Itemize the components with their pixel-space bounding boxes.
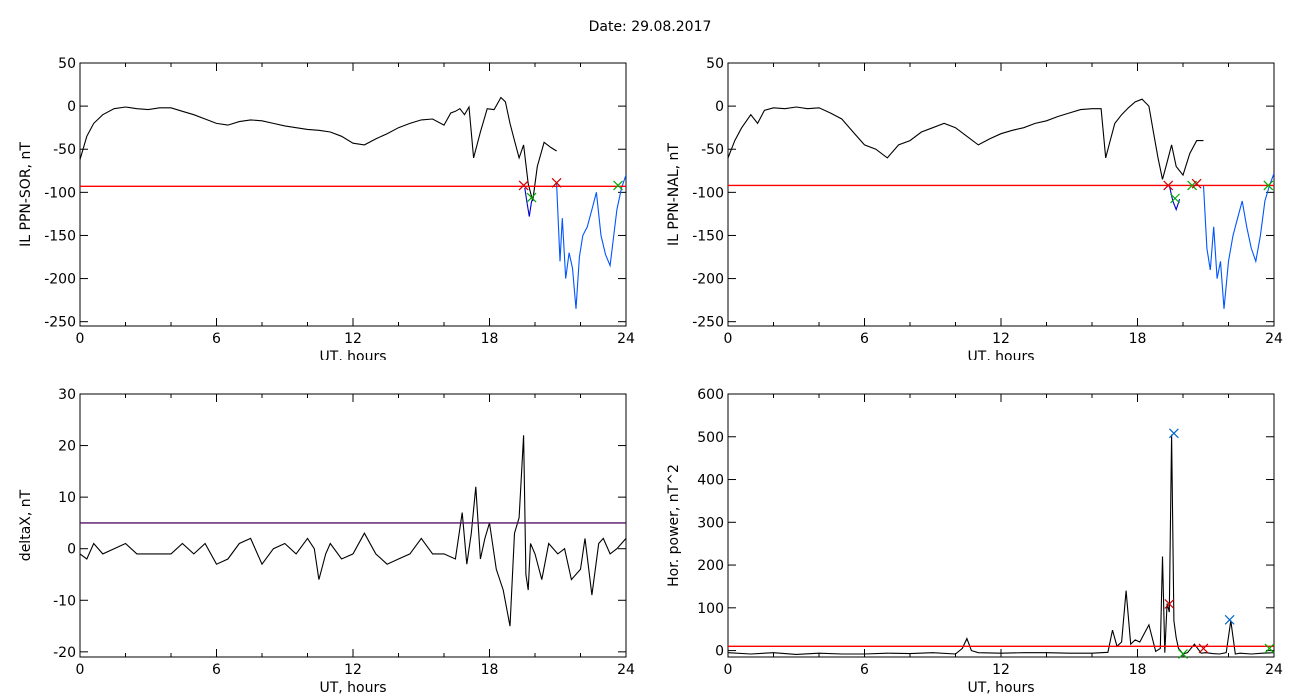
y-tick-label: -100 xyxy=(692,185,724,201)
y-tick-label: -200 xyxy=(44,272,76,288)
x-tick-label: 6 xyxy=(212,662,221,678)
event-marker xyxy=(1168,428,1179,439)
event-marker xyxy=(518,180,529,191)
chart-deltax: 0 6 12 18 24 30 20 10 0 -10 -20 UT, hours deltaX, nT xyxy=(18,387,635,696)
x-tick-label: 24 xyxy=(617,662,635,678)
plot-frame xyxy=(79,393,627,658)
y-tick-label: -150 xyxy=(692,228,724,244)
y-tick-label: 200 xyxy=(697,558,724,574)
x-tick-label: 0 xyxy=(76,662,85,678)
event-marker xyxy=(1164,599,1175,609)
plot-area xyxy=(728,98,1274,309)
y-tick-label: -150 xyxy=(44,228,76,244)
y-axis-label: IL PPN-NAL, nT xyxy=(666,143,682,246)
series-line-0 xyxy=(80,435,626,627)
event-marker xyxy=(1163,180,1174,191)
x-tick-label: 18 xyxy=(1129,662,1147,678)
x-tick-label: 6 xyxy=(860,662,869,678)
event-marker xyxy=(1170,193,1180,204)
chart-hor-power: 0 6 12 18 24 600 500 400 300 200 100 0 UT, hours Hor.… xyxy=(666,387,1283,696)
plot-area xyxy=(80,435,626,627)
event-marker xyxy=(613,180,623,191)
y-tick-label: -100 xyxy=(44,185,76,201)
x-tick-label: 0 xyxy=(76,331,85,347)
y-tick-label: 400 xyxy=(697,473,724,489)
event-marker xyxy=(1224,614,1235,625)
x-axis-label: UT, hours xyxy=(319,349,386,360)
y-tick-label: -20 xyxy=(53,645,76,661)
series-line-0 xyxy=(80,96,557,202)
x-tick-label: 18 xyxy=(481,662,499,678)
x-axis-label: UT, hours xyxy=(967,680,1034,696)
x-tick-label: 12 xyxy=(344,331,362,347)
y-tick-label: -10 xyxy=(53,593,76,609)
event-marker xyxy=(551,177,562,188)
y-tick-label: 50 xyxy=(706,56,724,72)
x-tick-label: 24 xyxy=(617,331,635,347)
y-axis-label: IL PPN-SOR, nT xyxy=(18,142,34,247)
x-axis-label: UT, hours xyxy=(319,680,386,696)
x-tick-label: 18 xyxy=(1129,331,1147,347)
y-tick-label: -50 xyxy=(701,142,724,158)
y-axis-label: deltaX, nT xyxy=(18,489,34,561)
y-tick-label: -250 xyxy=(692,315,724,331)
x-tick-label: 6 xyxy=(860,331,869,347)
y-tick-label: 500 xyxy=(697,430,724,446)
chart-il-ppn-sor: 0 6 12 18 24 50 0 -50 -100 -150 -200 -250 UT, hours I… xyxy=(18,56,635,360)
y-tick-label: 20 xyxy=(58,439,76,455)
plot-area xyxy=(728,434,1274,655)
series-line-2 xyxy=(1202,173,1274,309)
plot-frame xyxy=(79,62,627,327)
y-tick-label: 300 xyxy=(697,515,724,531)
event-marker xyxy=(1198,643,1209,654)
x-tick-label: 12 xyxy=(992,331,1010,347)
y-tick-label: 50 xyxy=(58,56,76,72)
y-tick-label: 10 xyxy=(58,490,76,506)
series-line-0 xyxy=(728,434,1274,655)
x-tick-label: 0 xyxy=(724,662,733,678)
plot-frame xyxy=(727,62,1275,327)
figure-title: Date: 29.08.2017 xyxy=(588,19,712,35)
y-tick-label: -50 xyxy=(53,142,76,158)
y-tick-label: 100 xyxy=(697,601,724,617)
y-tick-label: 30 xyxy=(58,387,76,403)
y-tick-label: -200 xyxy=(692,272,724,288)
event-marker xyxy=(1264,643,1275,654)
y-tick-label: 0 xyxy=(715,99,724,115)
y-tick-label: 0 xyxy=(715,644,724,660)
event-marker xyxy=(1191,178,1202,189)
chart-il-ppn-nal: 0 6 12 18 24 50 0 -50 -100 -150 -200 -250 UT, hours I… xyxy=(666,56,1283,360)
y-tick-label: 0 xyxy=(67,99,76,115)
x-tick-label: 12 xyxy=(344,662,362,678)
x-tick-label: 24 xyxy=(1265,662,1283,678)
x-tick-label: 12 xyxy=(992,662,1010,678)
series-line-1 xyxy=(1168,185,1181,212)
event-marker xyxy=(1178,649,1188,659)
series-line-2 xyxy=(556,174,626,309)
y-tick-label: -250 xyxy=(44,315,76,331)
event-marker xyxy=(526,192,537,203)
y-axis-label: Hor. power, nT^2 xyxy=(666,464,682,587)
x-tick-label: 6 xyxy=(212,331,221,347)
x-tick-label: 0 xyxy=(724,331,733,347)
x-axis-label: UT, hours xyxy=(967,349,1034,360)
y-tick-label: 600 xyxy=(697,387,724,403)
series-line-1 xyxy=(524,187,535,217)
x-tick-label: 18 xyxy=(481,331,499,347)
x-tick-label: 24 xyxy=(1265,331,1283,347)
y-tick-label: 0 xyxy=(67,542,76,558)
series-line-0 xyxy=(728,98,1204,180)
plot-area xyxy=(80,96,626,309)
plot-frame xyxy=(727,393,1275,658)
event-marker xyxy=(1263,180,1274,191)
